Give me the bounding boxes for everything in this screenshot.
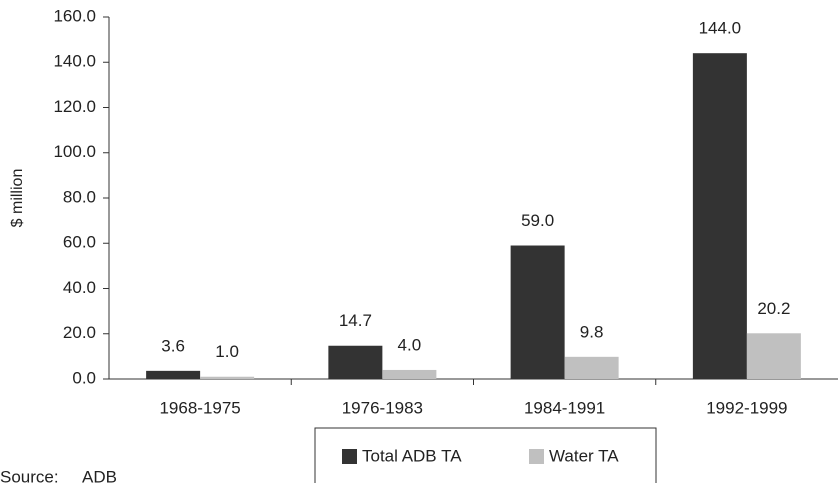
- legend-label: Total ADB TA: [362, 446, 462, 465]
- value-label: 14.7: [339, 311, 372, 330]
- legend-box: [314, 427, 657, 483]
- value-label: 144.0: [699, 19, 742, 38]
- value-label: 4.0: [398, 335, 422, 354]
- y-tick-label: 40.0: [63, 278, 96, 297]
- value-label: 1.0: [215, 342, 239, 361]
- y-tick-label: 60.0: [63, 233, 96, 252]
- source-label: Source:: [0, 467, 59, 483]
- x-tick-label: 1992-1999: [706, 398, 787, 417]
- y-tick-label: 140.0: [53, 52, 96, 71]
- y-tick-label: 20.0: [63, 323, 96, 342]
- x-tick-label: 1984-1991: [524, 398, 605, 417]
- bar: [510, 245, 565, 379]
- legend-swatch: [342, 449, 357, 464]
- x-tick-label: 1976-1983: [342, 398, 423, 417]
- source: ADB: [82, 467, 117, 483]
- y-tick-label: 100.0: [53, 142, 96, 161]
- legend-label: Water TA: [549, 446, 619, 465]
- bar: [200, 376, 255, 379]
- bar: [746, 333, 801, 379]
- value-label: 3.6: [161, 336, 185, 355]
- bar: [564, 356, 619, 379]
- bar: [146, 370, 201, 379]
- value-label: 9.8: [580, 322, 604, 341]
- y-tick-label: 120.0: [53, 97, 96, 116]
- bar: [692, 53, 747, 379]
- legend-swatch: [529, 449, 544, 464]
- y-tick-label: 160.0: [53, 6, 96, 25]
- x-tick-label: 1968-1975: [159, 398, 240, 417]
- y-axis-label: $ million: [9, 169, 26, 228]
- bar: [382, 369, 437, 379]
- bar: [328, 345, 383, 379]
- y-tick-label: 0.0: [72, 368, 96, 387]
- y-tick-label: 80.0: [63, 187, 96, 206]
- value-label: 59.0: [521, 211, 554, 230]
- value-label: 20.2: [757, 299, 790, 318]
